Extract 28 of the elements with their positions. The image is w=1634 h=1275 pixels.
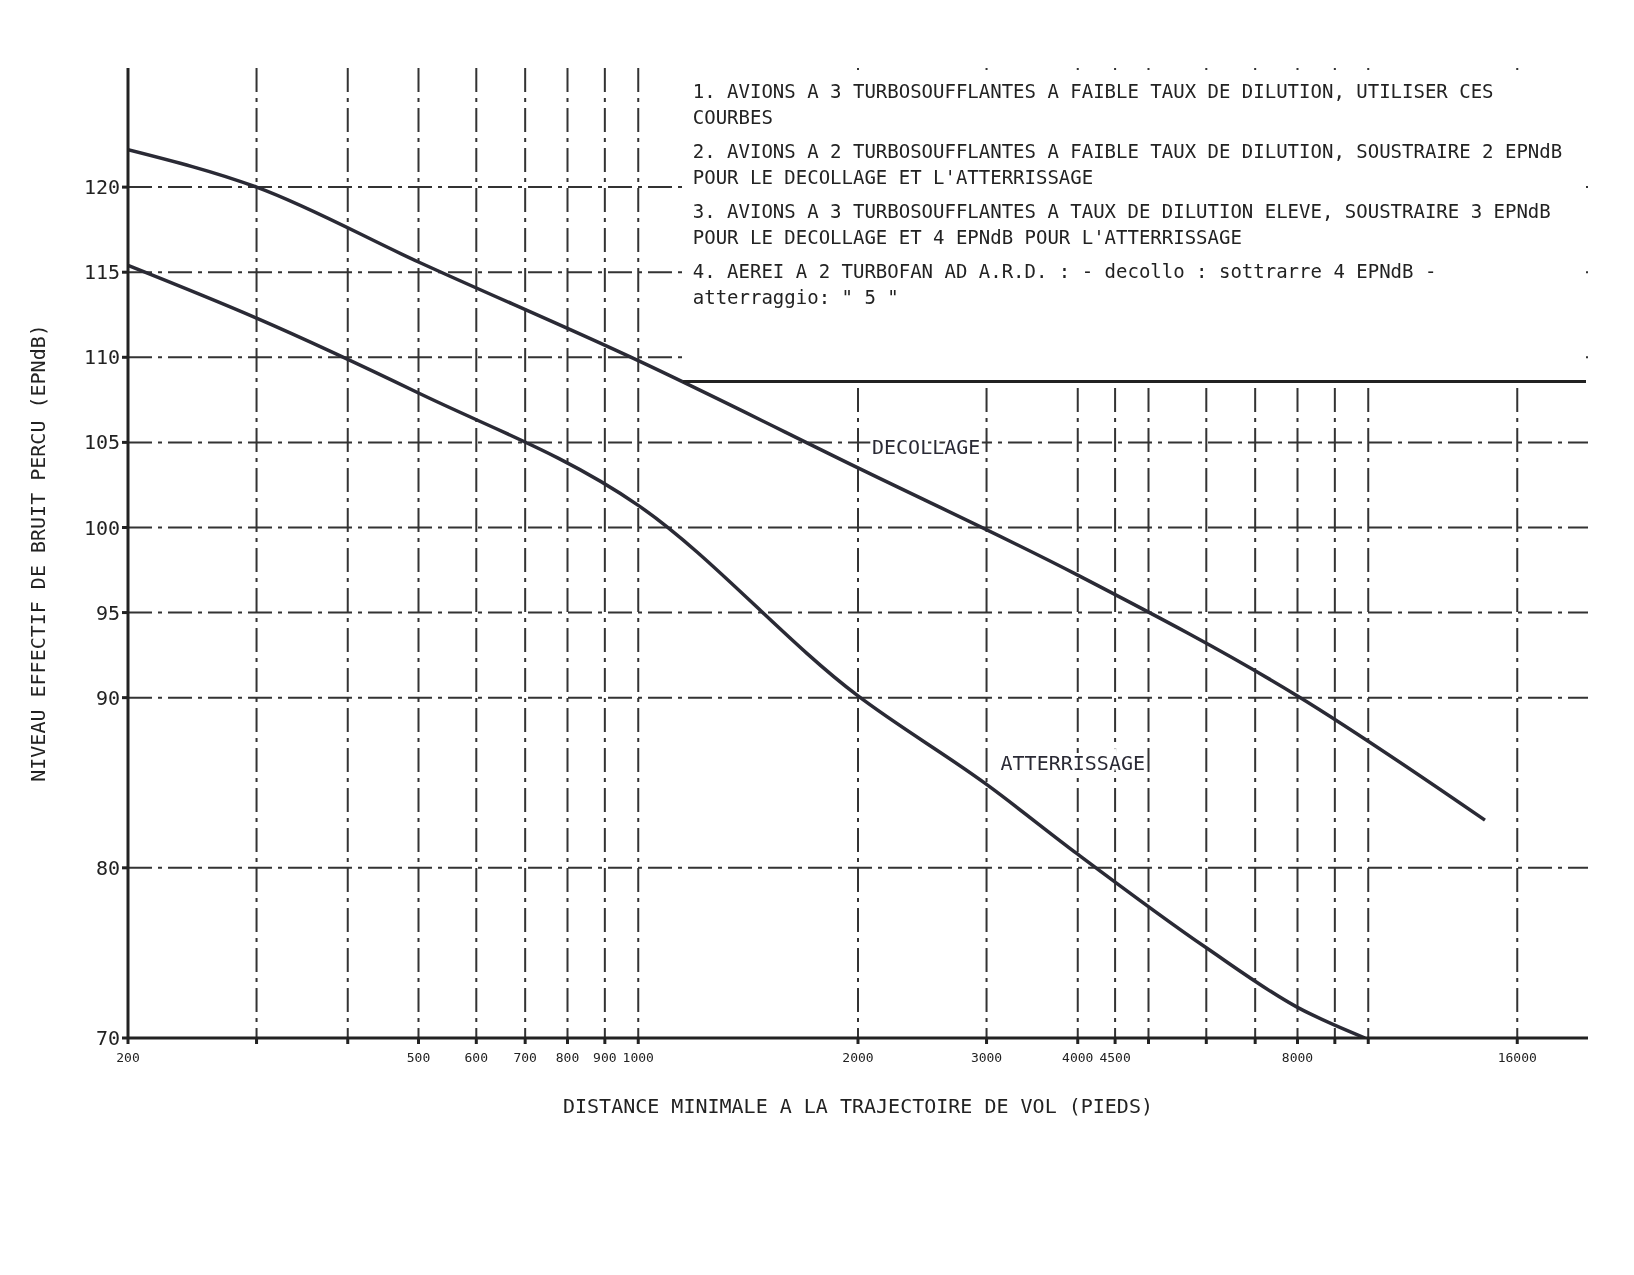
annotation: 2. AVIONS A 2 TURBOSOUFFLANTES A FAIBLE TAUX DE DILUTION, SOUSTRAIRE 2 EPNdB POUR LE DECOLLAGE ET L'ATTERRISSAGE xyxy=(692,139,1564,190)
annotation: 3. AVIONS A 3 TURBOSOUFFLANTES A TAUX DE DILUTION ELEVE, SOUSTRAIRE 3 EPNdB POUR LE DECOLLAGE ET 4 EPNdB POUR L'ATTERRISSAGE xyxy=(692,199,1552,250)
x-tick-label: 2000 xyxy=(842,1050,874,1065)
x-tick-label: 800 xyxy=(555,1050,580,1065)
annotation: 4. AEREI A 2 TURBOFAN AD A.R.D. : - decollo : sottrarre 4 EPNdB - atterraggio: " 5 " xyxy=(692,259,1438,310)
y-tick-label: 95 xyxy=(95,600,120,625)
y-tick-label: 100 xyxy=(83,515,120,540)
y-tick-label: 105 xyxy=(83,430,120,455)
x-tick-label: 600 xyxy=(464,1050,489,1065)
x-axis-title: DISTANCE MINIMALE A LA TRAJECTOIRE DE VOL (PIEDS) xyxy=(562,1094,1154,1118)
y-tick-label: 80 xyxy=(95,855,120,880)
y-tick-label: 110 xyxy=(83,345,120,370)
x-tick-label: 3000 xyxy=(970,1050,1003,1065)
annotation: 1. AVIONS A 3 TURBOSOUFFLANTES A FAIBLE TAUX DE DILUTION, UTILISER CES COURBES xyxy=(692,79,1495,130)
x-tick-label: 8000 xyxy=(1281,1050,1314,1065)
y-tick-label: 70 xyxy=(95,1026,120,1051)
y-tick-label: 90 xyxy=(95,685,120,710)
x-tick-label: 1000 xyxy=(622,1050,654,1065)
x-tick-label: 700 xyxy=(513,1050,537,1065)
x-tick-label: 200 xyxy=(116,1050,140,1065)
x-tick-label: 4500 xyxy=(1099,1050,1131,1065)
x-tick-label: 16000 xyxy=(1497,1050,1537,1065)
y-axis-title: NIVEAU EFFECTIF DE BRUIT PERCU (EPNdB) xyxy=(26,324,51,782)
x-tick-label: 900 xyxy=(593,1050,617,1065)
y-tick-label: 115 xyxy=(83,260,120,285)
x-tick-label: 4000 xyxy=(1062,1050,1094,1065)
x-tick-label: 500 xyxy=(406,1050,431,1065)
y-tick-label: 120 xyxy=(83,175,120,200)
